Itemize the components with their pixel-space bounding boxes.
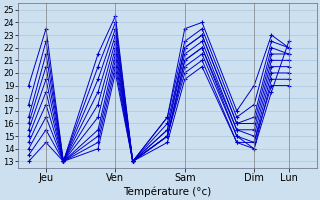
X-axis label: Température (°c): Température (°c) <box>123 186 212 197</box>
